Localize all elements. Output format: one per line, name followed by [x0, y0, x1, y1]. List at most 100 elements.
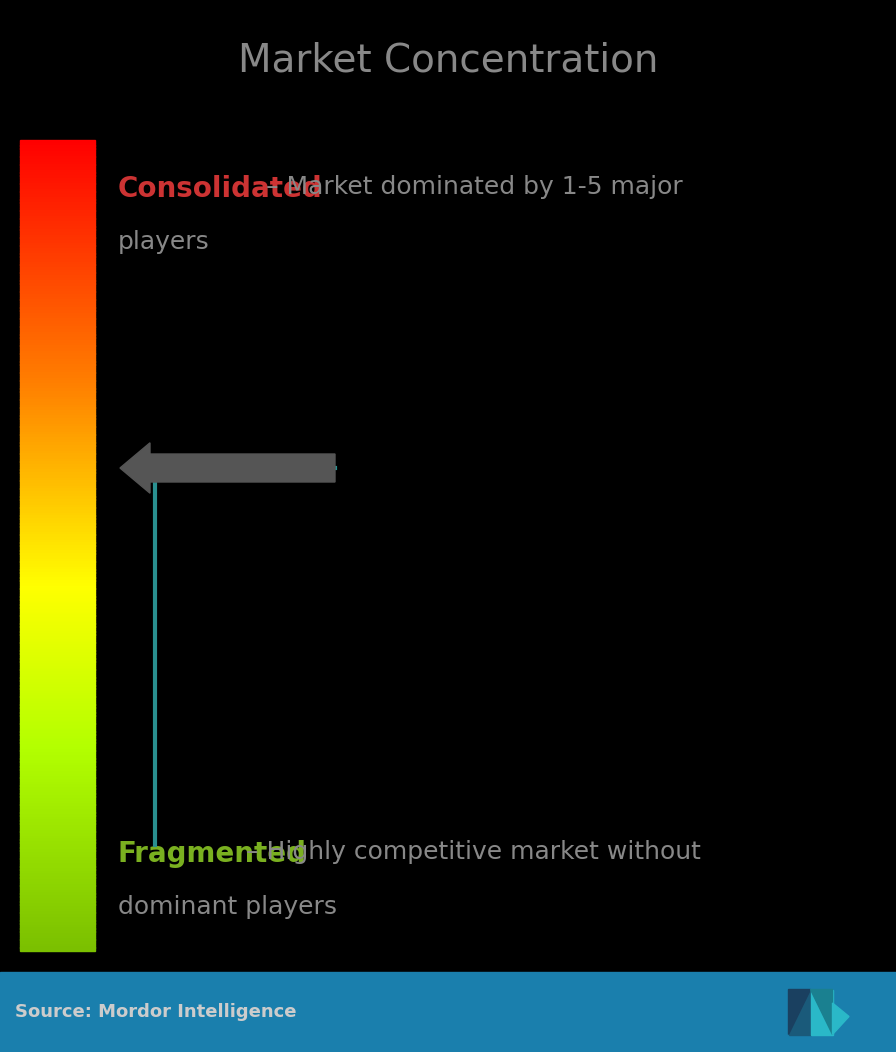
Bar	[20, 550, 95, 553]
Bar	[20, 537, 95, 540]
Bar	[20, 302, 95, 305]
Bar	[20, 340, 95, 343]
Bar	[20, 710, 95, 713]
Bar	[20, 699, 95, 702]
Bar	[20, 553, 95, 557]
Bar	[20, 785, 95, 789]
Bar	[20, 745, 95, 748]
Bar	[20, 548, 95, 551]
Bar	[20, 272, 95, 276]
Bar	[20, 335, 95, 338]
Bar	[20, 567, 95, 570]
Bar	[20, 661, 95, 664]
Bar	[20, 375, 95, 378]
Bar	[20, 750, 95, 753]
Bar	[20, 497, 95, 500]
Bar	[20, 936, 95, 939]
Bar	[20, 264, 95, 267]
Bar	[20, 456, 95, 459]
Bar	[20, 150, 95, 154]
Bar	[20, 904, 95, 907]
Bar	[20, 393, 95, 397]
Bar	[20, 213, 95, 216]
Bar	[20, 464, 95, 467]
Bar	[0, 972, 896, 1052]
Bar	[20, 596, 95, 600]
Bar	[20, 883, 95, 886]
Bar	[20, 569, 95, 572]
Bar	[20, 140, 95, 143]
Bar	[20, 186, 95, 189]
Bar	[20, 580, 95, 583]
Bar	[20, 872, 95, 875]
Bar	[20, 821, 95, 824]
Bar	[20, 445, 95, 448]
Bar	[20, 610, 95, 613]
Bar	[20, 931, 95, 934]
Bar	[20, 680, 95, 683]
Bar	[20, 572, 95, 575]
Bar	[20, 788, 95, 791]
Bar	[20, 855, 95, 858]
Bar	[20, 474, 95, 478]
Bar	[20, 399, 95, 403]
Bar	[20, 653, 95, 656]
Polygon shape	[788, 990, 811, 1034]
Bar	[20, 907, 95, 910]
Bar	[20, 221, 95, 224]
Bar	[20, 181, 95, 184]
Bar	[20, 329, 95, 332]
Bar	[20, 431, 95, 434]
Bar	[20, 764, 95, 767]
Bar	[20, 885, 95, 888]
Bar	[20, 478, 95, 481]
Bar	[20, 626, 95, 629]
Bar	[20, 834, 95, 837]
Bar	[20, 761, 95, 764]
Bar	[20, 312, 95, 316]
Bar	[20, 650, 95, 653]
Bar	[20, 364, 95, 367]
Bar	[20, 197, 95, 200]
Bar	[20, 772, 95, 775]
Bar	[20, 267, 95, 270]
Bar	[20, 143, 95, 146]
Bar	[20, 796, 95, 800]
Bar	[20, 343, 95, 346]
Bar	[20, 559, 95, 562]
Bar	[20, 362, 95, 365]
Bar	[20, 621, 95, 624]
Bar	[20, 194, 95, 197]
Bar	[20, 648, 95, 651]
Bar	[20, 586, 95, 589]
Bar	[20, 453, 95, 457]
Bar	[20, 524, 95, 527]
Bar	[20, 929, 95, 932]
Bar	[20, 226, 95, 229]
Bar	[20, 469, 95, 472]
Text: Market Concentration: Market Concentration	[237, 41, 659, 79]
Bar	[20, 947, 95, 951]
Bar	[20, 602, 95, 605]
Bar	[20, 874, 95, 877]
Bar	[20, 926, 95, 929]
Bar	[20, 534, 95, 538]
Bar	[20, 836, 95, 839]
Bar	[20, 629, 95, 632]
Bar	[20, 780, 95, 783]
Bar	[20, 440, 95, 443]
Bar	[20, 350, 95, 353]
Bar	[20, 167, 95, 170]
Bar	[20, 383, 95, 386]
Bar	[20, 507, 95, 510]
Bar	[20, 831, 95, 834]
Bar	[20, 734, 95, 737]
Bar	[20, 669, 95, 672]
Bar	[20, 893, 95, 896]
Bar	[20, 391, 95, 394]
Bar	[20, 864, 95, 867]
Bar	[20, 459, 95, 462]
Bar	[20, 618, 95, 621]
Bar	[20, 898, 95, 902]
Bar	[20, 748, 95, 751]
